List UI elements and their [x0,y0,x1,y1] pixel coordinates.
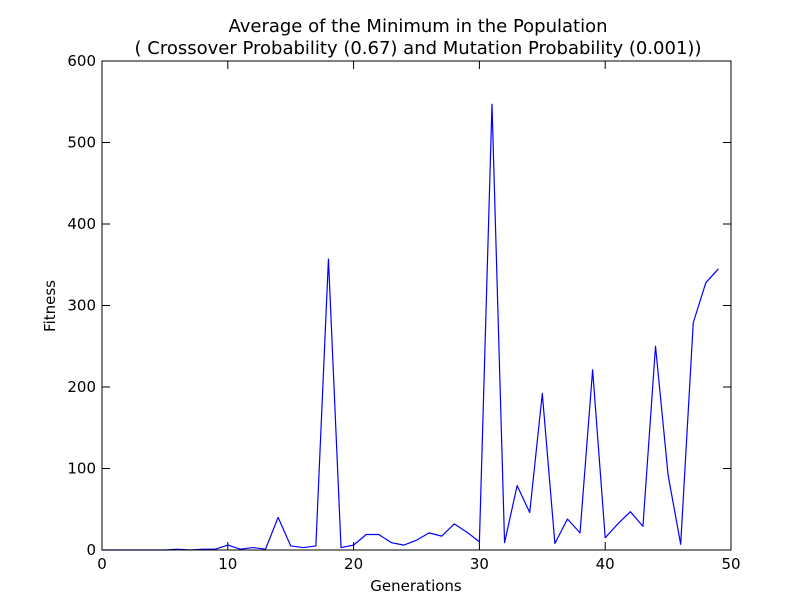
x-axis-ticks: 0 10 20 30 40 50 [97,61,741,573]
x-tick-label: 40 [596,555,615,573]
series-layer [102,103,719,551]
x-axis-label: Generations [370,577,462,595]
x-tick-label: 50 [721,555,740,573]
plot-area: 0 10 20 30 40 50 0 100 200 300 400 500 600 [67,52,740,573]
y-axis-label: Fitness [41,280,59,332]
y-tick-label: 100 [67,460,96,478]
y-axis-ticks: 0 100 200 300 400 500 600 [67,52,731,559]
x-tick-label: 0 [97,555,107,573]
chart-subtitle: ( Crossover Probability (0.67) and Mutat… [135,38,702,59]
x-tick-label: 10 [218,555,237,573]
series-line-0 [102,103,719,551]
y-tick-label: 200 [67,378,96,396]
y-tick-label: 400 [67,215,96,233]
y-tick-label: 0 [86,541,96,559]
y-tick-label: 300 [67,297,96,315]
x-tick-label: 30 [470,555,489,573]
y-tick-label: 600 [67,52,96,70]
chart-title: Average of the Minimum in the Population [228,16,607,37]
x-tick-label: 20 [344,555,363,573]
plot-frame [101,60,732,551]
y-tick-label: 500 [67,134,96,152]
